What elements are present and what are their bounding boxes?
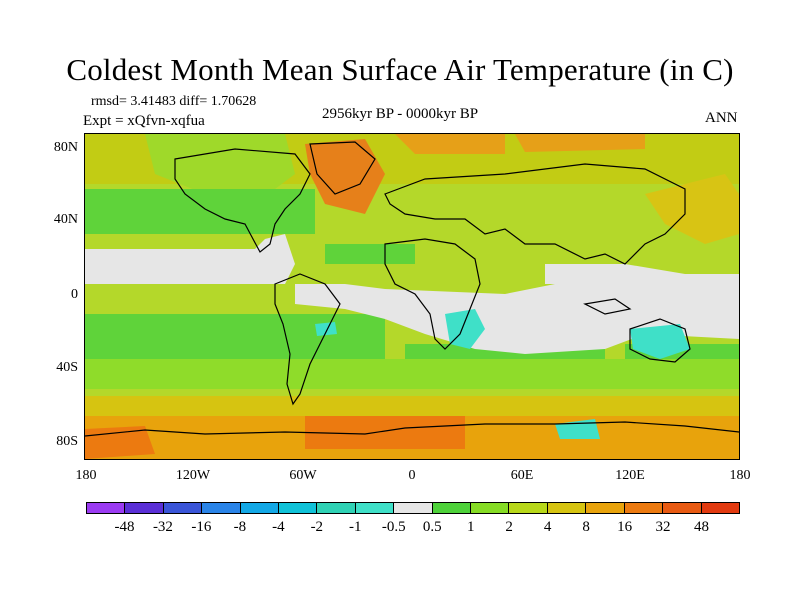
lat-tick-0: 80N xyxy=(53,140,78,155)
lon-tick-1: 120W xyxy=(175,468,211,483)
colorbar-label: 8 xyxy=(582,519,590,535)
lat-tick-4: 80S xyxy=(56,434,78,449)
colorbar-label: 1 xyxy=(466,519,475,535)
experiment-text: Expt = xQfvn-xqfua xyxy=(83,113,205,129)
colorbar-swatch xyxy=(240,503,280,513)
colorbar-label: 32 xyxy=(655,519,671,535)
colorbar-swatch xyxy=(394,503,433,513)
lon-tick-0: 180 xyxy=(75,468,97,483)
map-title: Coldest Month Mean Surface Air Temperatu… xyxy=(66,52,734,87)
season-text: ANN xyxy=(705,110,738,126)
colorbar-swatch xyxy=(547,503,587,513)
colorbar-label: -2 xyxy=(310,519,324,535)
colorbar-label: 16 xyxy=(617,519,633,535)
colorbar-swatch xyxy=(663,503,702,513)
colorbar-swatch xyxy=(355,503,395,513)
colorbar-label: 4 xyxy=(543,519,552,535)
colorbar-swatch xyxy=(279,503,318,513)
colorbar-label: -1 xyxy=(349,519,362,535)
colorbar-label: -4 xyxy=(272,519,285,535)
lon-tick-6: 180 xyxy=(729,468,751,483)
lon-tick-2: 60W xyxy=(289,468,317,483)
temperature-map xyxy=(84,133,740,460)
colorbar-label: -48 xyxy=(114,519,135,535)
colorbar-swatch xyxy=(586,503,625,513)
colorbar-swatch xyxy=(509,503,548,513)
lon-tick-4: 60E xyxy=(510,468,534,483)
colorbar-swatch xyxy=(624,503,664,513)
colorbar-label: -0.5 xyxy=(381,519,406,535)
colorbar xyxy=(86,502,740,514)
colorbar-swatch xyxy=(87,503,126,513)
colorbar-label: 48 xyxy=(694,519,710,535)
colorbar-label: -32 xyxy=(152,519,173,535)
lat-tick-1: 40N xyxy=(53,212,78,227)
colorbar-swatch xyxy=(163,503,203,513)
colorbar-label: 0.5 xyxy=(422,519,442,535)
stats-text: rmsd= 3.41483 diff= 1.70628 xyxy=(91,94,257,109)
colorbar-label: -16 xyxy=(191,519,212,535)
colorbar-swatch xyxy=(432,503,472,513)
lon-tick-3: 0 xyxy=(408,468,416,483)
colorbar-swatch xyxy=(125,503,164,513)
colorbar-label: 2 xyxy=(505,519,513,535)
period-text: 2956kyr BP - 0000kyr BP xyxy=(322,106,479,122)
colorbar-swatch xyxy=(701,503,739,513)
colorbar-swatch xyxy=(471,503,510,513)
lat-tick-2: 0 xyxy=(71,287,78,302)
lon-tick-5: 120E xyxy=(615,468,645,483)
lat-tick-3: 40S xyxy=(56,360,78,375)
colorbar-label: -8 xyxy=(233,519,247,535)
colorbar-swatch xyxy=(317,503,356,513)
colorbar-swatch xyxy=(202,503,241,513)
